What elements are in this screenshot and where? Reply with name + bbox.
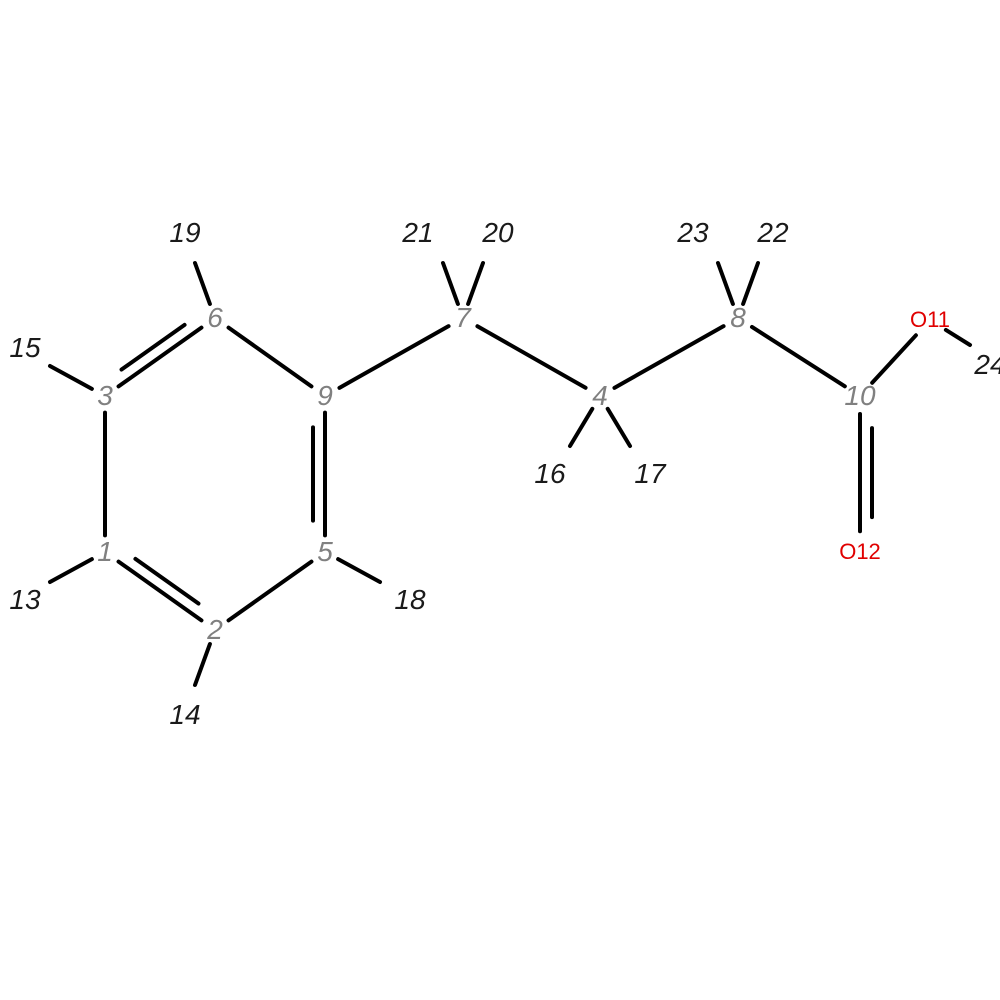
atom-label-11: O11 xyxy=(910,307,950,333)
h-label-18: 18 xyxy=(394,584,425,616)
h-label-13: 13 xyxy=(9,584,40,616)
h-label-15: 15 xyxy=(9,332,40,364)
atom-label-5: 5 xyxy=(317,536,333,568)
atom-label-7: 7 xyxy=(455,302,471,334)
h-label-16: 16 xyxy=(534,458,565,490)
h-label-24: 24 xyxy=(974,349,1000,381)
molecule-svg xyxy=(0,0,1000,1000)
atom-label-1: 1 xyxy=(97,536,113,568)
h-label-22: 22 xyxy=(757,217,788,249)
atom-label-12: O12 xyxy=(839,539,881,565)
atom-label-2: 2 xyxy=(207,614,223,646)
atom-label-3: 3 xyxy=(97,380,113,412)
h-label-14: 14 xyxy=(169,699,200,731)
atom-label-4: 4 xyxy=(592,380,608,412)
h-label-21: 21 xyxy=(402,217,433,249)
h-label-19: 19 xyxy=(169,217,200,249)
h-label-23: 23 xyxy=(677,217,708,249)
atom-label-10: 10 xyxy=(844,380,875,412)
atom-label-8: 8 xyxy=(730,302,746,334)
atom-label-9: 9 xyxy=(317,380,333,412)
atom-label-6: 6 xyxy=(207,302,223,334)
h-label-20: 20 xyxy=(482,217,513,249)
h-label-17: 17 xyxy=(634,458,665,490)
